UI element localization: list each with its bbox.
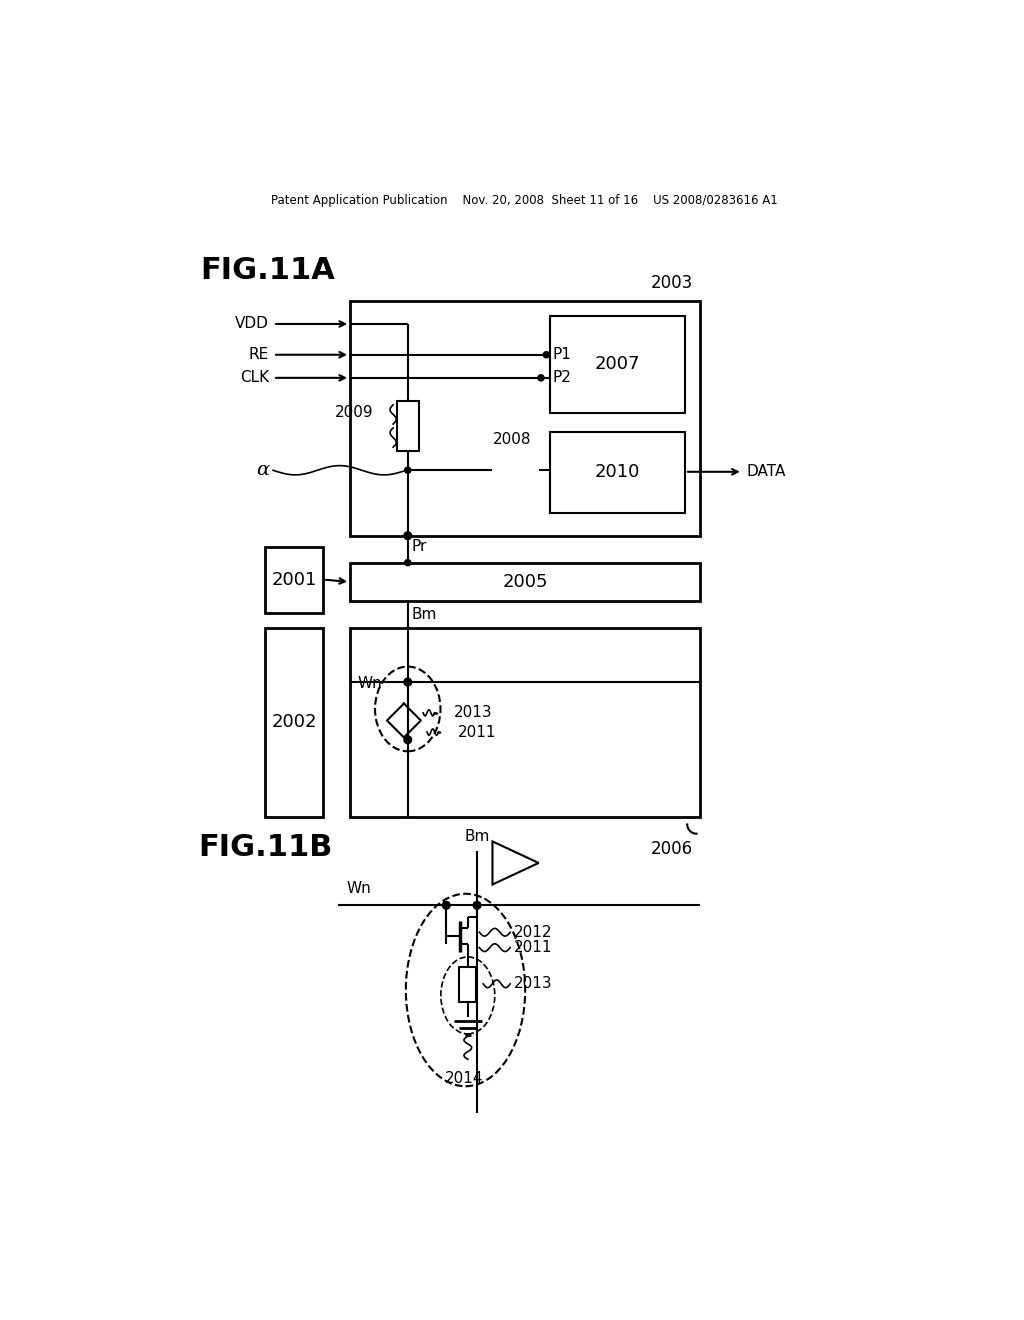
- Bar: [265, 628, 323, 817]
- Text: 2010: 2010: [595, 463, 640, 482]
- Bar: [550, 432, 685, 512]
- Text: Wn: Wn: [346, 880, 371, 896]
- Bar: [397, 401, 419, 451]
- Text: 2008: 2008: [493, 432, 531, 447]
- Text: Pr: Pr: [412, 539, 427, 554]
- Text: Patent Application Publication    Nov. 20, 2008  Sheet 11 of 16    US 2008/02836: Patent Application Publication Nov. 20, …: [271, 194, 778, 207]
- Bar: [550, 317, 685, 412]
- Circle shape: [403, 678, 412, 686]
- Text: 2011: 2011: [458, 725, 497, 739]
- Text: P2: P2: [553, 371, 571, 385]
- Text: 2013: 2013: [514, 977, 553, 991]
- Circle shape: [404, 560, 411, 566]
- Text: RE: RE: [249, 347, 269, 362]
- Bar: [350, 562, 700, 601]
- Text: 2007: 2007: [595, 355, 640, 374]
- Circle shape: [442, 902, 451, 909]
- Text: FIG.11A: FIG.11A: [200, 256, 335, 285]
- Text: CLK: CLK: [240, 371, 269, 385]
- Bar: [350, 301, 700, 536]
- Circle shape: [544, 351, 550, 358]
- Text: 2009: 2009: [335, 405, 374, 420]
- Text: 2005: 2005: [503, 573, 548, 591]
- Text: 2003: 2003: [650, 273, 692, 292]
- Text: FIG.11B: FIG.11B: [199, 833, 333, 862]
- Text: 2014: 2014: [444, 1071, 483, 1086]
- Text: 2013: 2013: [454, 705, 493, 721]
- Text: α: α: [256, 461, 269, 479]
- Bar: [350, 628, 700, 817]
- Circle shape: [404, 467, 411, 474]
- Text: 2001: 2001: [271, 572, 316, 589]
- Text: VDD: VDD: [236, 317, 269, 331]
- Text: DATA: DATA: [746, 465, 786, 479]
- Text: 2002: 2002: [271, 713, 317, 731]
- Text: 2006: 2006: [650, 840, 692, 858]
- Text: 2011: 2011: [514, 940, 553, 956]
- Circle shape: [473, 902, 481, 909]
- Bar: [460, 968, 476, 1002]
- Text: Wn: Wn: [357, 676, 382, 692]
- Bar: [265, 548, 323, 612]
- Circle shape: [538, 375, 544, 381]
- Circle shape: [403, 532, 412, 540]
- Circle shape: [403, 737, 412, 743]
- Text: P1: P1: [553, 347, 571, 362]
- Text: Bm: Bm: [464, 829, 489, 843]
- Text: Bm: Bm: [412, 607, 437, 622]
- Text: 2012: 2012: [514, 925, 553, 940]
